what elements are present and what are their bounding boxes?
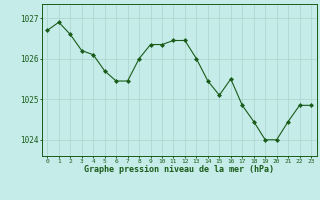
X-axis label: Graphe pression niveau de la mer (hPa): Graphe pression niveau de la mer (hPa) [84, 165, 274, 174]
